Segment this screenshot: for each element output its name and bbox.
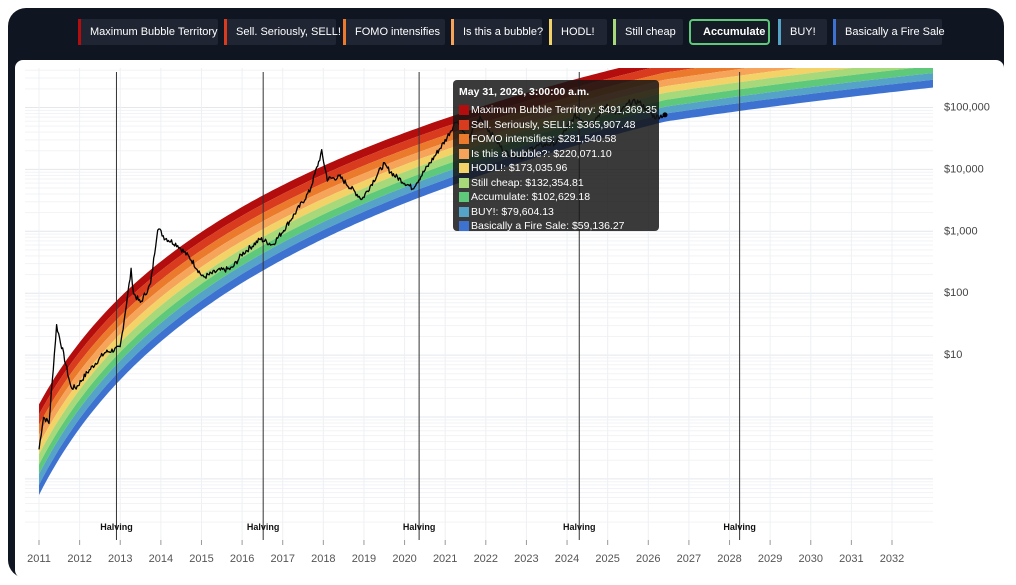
- tooltip-swatch: [459, 148, 469, 159]
- x-tick-label: 2017: [270, 553, 294, 565]
- legend-item-fomo-intensifies[interactable]: FOMO intensifies: [343, 19, 445, 45]
- x-tick-label: 2027: [677, 553, 701, 565]
- legend-label: HODL!: [561, 26, 595, 38]
- tooltip-label: Sell. Seriously, SELL!: $365,907.48: [471, 118, 636, 131]
- x-axis: 2011 2012 2013 2014 2015 2016 2017 2018 2019 2020…: [27, 540, 904, 565]
- tooltip-row: Accumulate: $102,629.18: [459, 190, 659, 205]
- x-tick-label: 2023: [514, 553, 538, 565]
- tooltip-swatch: [459, 206, 469, 217]
- legend-item-accumulate[interactable]: Accumulate: [689, 19, 770, 45]
- legend-swatch: [613, 19, 616, 45]
- legend-swatch: [343, 19, 346, 45]
- legend-item-buy[interactable]: BUY!: [778, 19, 827, 45]
- tooltip-row: Sell. Seriously, SELL!: $365,907.48: [459, 118, 659, 133]
- tooltip-label: Still cheap: $132,354.81: [471, 176, 584, 189]
- x-tick-label: 2018: [311, 553, 335, 565]
- x-tick-label: 2011: [27, 553, 51, 565]
- tooltip-row: FOMO intensifies: $281,540.58: [459, 132, 659, 147]
- x-tick-label: 2020: [392, 553, 416, 565]
- tooltip-swatch: [459, 177, 469, 188]
- halving-label: Halving: [403, 522, 436, 532]
- legend-bar: Maximum Bubble Territory Sell. Seriously,…: [78, 19, 958, 45]
- x-tick-label: 2030: [799, 553, 823, 565]
- x-tick-label: 2024: [555, 553, 579, 565]
- tooltip-row: Still cheap: $132,354.81: [459, 176, 659, 191]
- legend-item-still-cheap[interactable]: Still cheap: [613, 19, 683, 45]
- y-tick-label: $1,000: [944, 225, 978, 237]
- y-tick-label: $100: [944, 287, 968, 299]
- x-tick-label: 2026: [636, 553, 660, 565]
- tooltip-swatch: [459, 105, 469, 115]
- halving-label: Halving: [247, 522, 280, 532]
- legend-swatch: [451, 19, 454, 45]
- legend-item-maximum-bubble-territory[interactable]: Maximum Bubble Territory: [78, 19, 218, 45]
- tooltip-label: Accumulate: $102,629.18: [471, 191, 591, 203]
- legend-swatch: [833, 19, 836, 45]
- x-tick-label: 2022: [474, 553, 498, 565]
- hover-point: [662, 112, 668, 118]
- x-tick-label: 2013: [108, 553, 132, 565]
- legend-label: Still cheap: [625, 26, 676, 38]
- x-tick-label: 2014: [149, 553, 173, 565]
- legend-swatch: [778, 19, 781, 45]
- legend-label: FOMO intensifies: [355, 26, 440, 38]
- legend-label: BUY!: [790, 26, 816, 38]
- tooltip-row: Maximum Bubble Territory: $491,369.35: [459, 103, 659, 118]
- tooltip-swatch: [459, 192, 469, 202]
- tooltip-swatch: [459, 119, 469, 130]
- tooltip-label: Basically a Fire Sale: $59,136.27: [471, 220, 625, 232]
- tooltip-label: HODL!: $173,035.96: [471, 162, 568, 174]
- gridlines: [25, 68, 933, 540]
- x-tick-label: 2021: [433, 553, 457, 565]
- x-tick-label: 2019: [352, 553, 376, 565]
- legend-swatch: [78, 19, 81, 45]
- tooltip-swatch: [459, 221, 469, 231]
- x-tick-label: 2012: [67, 553, 91, 565]
- tooltip-title: May 31, 2026, 3:00:00 a.m.: [459, 86, 590, 98]
- legend-item-hodl[interactable]: HODL!: [549, 19, 607, 45]
- legend-label: Maximum Bubble Territory: [90, 26, 218, 38]
- halving-label: Halving: [100, 522, 133, 532]
- tooltip-label: Maximum Bubble Territory: $491,369.35: [471, 104, 657, 116]
- tooltip-row: Basically a Fire Sale: $59,136.27: [459, 219, 659, 234]
- legend-swatch: [224, 19, 227, 45]
- x-tick-label: 2015: [189, 553, 213, 565]
- x-tick-label: 2016: [230, 553, 254, 565]
- legend-item-sell-seriously-sell[interactable]: Sell. Seriously, SELL!: [224, 19, 341, 45]
- x-tick-label: 2032: [880, 553, 904, 565]
- halving-label: Halving: [563, 522, 596, 532]
- tooltip-row: BUY!: $79,604.13: [459, 205, 659, 220]
- tooltip-swatch: [459, 163, 469, 173]
- legend-swatch: [549, 19, 552, 45]
- y-tick-label: $10,000: [944, 163, 984, 175]
- x-tick-label: 2031: [839, 553, 863, 565]
- legend-label: Is this a bubble?: [463, 26, 544, 38]
- x-tick-label: 2028: [717, 553, 741, 565]
- tooltip-row: HODL!: $173,035.96: [459, 161, 659, 176]
- legend-label: Basically a Fire Sale: [845, 26, 945, 38]
- legend-item-is-this-a-bubble[interactable]: Is this a bubble?: [451, 19, 544, 45]
- chart-tooltip: May 31, 2026, 3:00:00 a.m. Maximum Bubbl…: [453, 80, 659, 234]
- legend-label: Accumulate: [703, 26, 766, 38]
- tooltip-label: FOMO intensifies: $281,540.58: [471, 133, 617, 145]
- tooltip-label: Is this a bubble?: $220,071.10: [471, 147, 612, 160]
- halving-label: Halving: [723, 522, 756, 532]
- tooltip-swatch: [459, 134, 469, 144]
- y-tick-label: $100,000: [944, 102, 990, 114]
- y-tick-label: $10: [944, 349, 962, 361]
- chart-panel: Halving Halving Halving Halving Halving 2011 2…: [15, 60, 1004, 578]
- legend-label: Sell. Seriously, SELL!: [236, 26, 341, 38]
- legend-item-basically-a-fire-sale[interactable]: Basically a Fire Sale: [833, 19, 945, 45]
- tooltip-row: Is this a bubble?: $220,071.10: [459, 147, 659, 162]
- tooltip-label: BUY!: $79,604.13: [471, 205, 554, 218]
- x-tick-label: 2029: [758, 553, 782, 565]
- x-tick-label: 2025: [595, 553, 619, 565]
- y-axis: $10$100$1,000$10,000$100,000$1,000,000: [944, 102, 990, 362]
